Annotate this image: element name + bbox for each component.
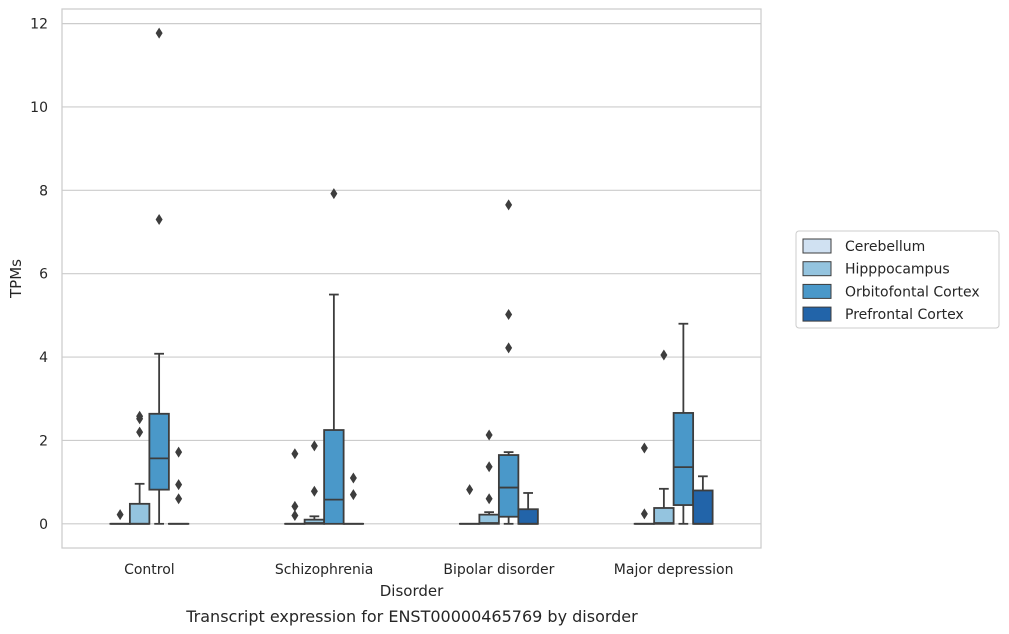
y-tick-label: 0	[39, 517, 48, 533]
y-tick-label: 4	[39, 350, 48, 366]
outlier-point	[505, 199, 513, 211]
box-iqr	[128, 502, 151, 525]
legend-label: Hipppocampus	[845, 262, 950, 278]
chart-caption: Transcript expression for ENST0000046576…	[185, 607, 638, 626]
box-hipppocampus	[303, 440, 326, 525]
legend-swatch	[802, 283, 832, 299]
x-axis-label: Disorder	[380, 582, 444, 600]
outlier-point	[505, 309, 513, 321]
outlier-point	[291, 500, 299, 512]
gridlines	[62, 22, 761, 525]
outlier-point	[640, 442, 648, 454]
y-tick-label: 2	[39, 433, 48, 449]
box-prefrontal-cortex	[517, 492, 539, 525]
y-axis-label: TPMs	[7, 259, 25, 299]
outlier-point	[349, 472, 357, 484]
outlier-point	[136, 426, 144, 438]
boxes	[109, 27, 714, 525]
outlier-point	[136, 410, 144, 422]
legend-swatch	[802, 238, 832, 254]
y-tick-label: 12	[30, 17, 48, 33]
outlier-point	[155, 27, 163, 39]
y-tick-label: 6	[39, 267, 48, 283]
box-orbitofontal-cortex	[672, 322, 695, 525]
x-tick-label: Schizophrenia	[275, 562, 373, 578]
box-orbitofontal-cortex	[323, 188, 345, 525]
box-orbitofontal-cortex	[148, 27, 170, 525]
outlier-point	[175, 493, 183, 505]
legend-label: Prefrontal Cortex	[845, 307, 964, 323]
outlier-point	[116, 509, 124, 521]
x-tick-labels: Control Schizophrenia Bipolar disorder Majo…	[124, 562, 733, 578]
box-iqr	[148, 412, 170, 491]
box-cerebellum	[284, 448, 306, 525]
outlier-point	[349, 489, 357, 501]
outlier-point	[330, 188, 338, 200]
x-tick-label: Major depression	[614, 562, 734, 578]
y-tick-labels: 0 2 4 6 8 10 12	[30, 17, 48, 533]
box-prefrontal-cortex	[692, 475, 714, 525]
outlier-point	[175, 479, 183, 491]
box-hipppocampus	[478, 429, 500, 525]
x-tick-label: Control	[124, 562, 175, 578]
legend-label: Cerebellum	[845, 239, 925, 255]
y-tick-label: 8	[39, 183, 48, 199]
outlier-point	[310, 440, 318, 452]
box-hipppocampus	[128, 410, 151, 525]
outlier-point	[505, 342, 513, 354]
box-hipppocampus	[653, 349, 675, 525]
outlier-point	[291, 509, 299, 521]
box-cerebellum	[458, 484, 481, 525]
box-cerebellum	[109, 509, 131, 525]
y-tick-label: 10	[30, 100, 48, 116]
legend-frame	[795, 230, 1000, 329]
box-orbitofontal-cortex	[497, 199, 520, 525]
box-prefrontal-cortex	[167, 446, 190, 525]
legend: Cerebellum Hipppocampus Orbitofontal Corte…	[795, 230, 1000, 329]
outlier-point	[175, 446, 183, 458]
legend-swatch	[802, 306, 832, 322]
outlier-point	[660, 349, 668, 361]
x-tick-label: Bipolar disorder	[443, 562, 554, 578]
outlier-point	[291, 448, 299, 460]
outlier-point	[485, 429, 493, 441]
plot-area	[61, 8, 762, 549]
box-prefrontal-cortex	[342, 472, 365, 525]
outlier-point	[466, 484, 474, 496]
outlier-point	[485, 493, 493, 505]
box-iqr	[517, 508, 539, 525]
legend-swatch	[802, 261, 832, 277]
outlier-point	[640, 508, 648, 520]
outlier-point	[485, 461, 493, 473]
outlier-point	[310, 485, 318, 497]
box-iqr	[497, 454, 520, 518]
box-iqr	[672, 412, 695, 506]
legend-label: Orbitofontal Cortex	[845, 284, 980, 300]
box-iqr	[692, 489, 714, 525]
box-cerebellum	[633, 442, 656, 525]
box-iqr	[323, 429, 345, 525]
box-iqr	[653, 507, 675, 525]
outlier-point	[155, 214, 163, 226]
